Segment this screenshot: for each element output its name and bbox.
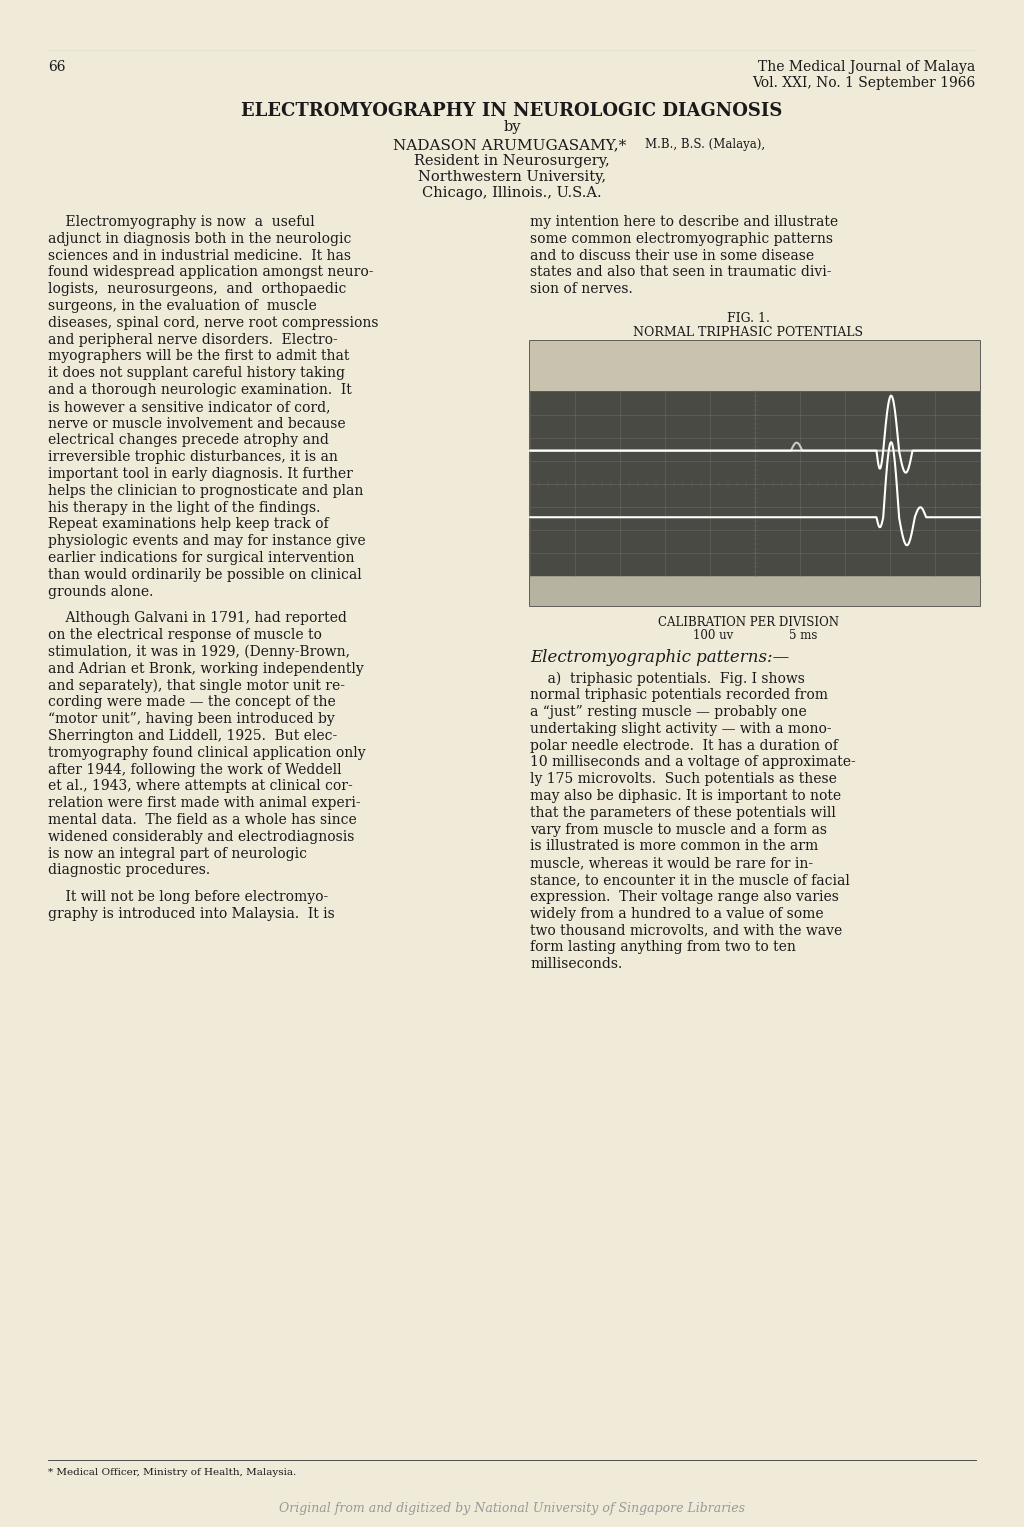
Text: NORMAL TRIPHASIC POTENTIALS: NORMAL TRIPHASIC POTENTIALS — [633, 327, 863, 339]
Text: physiologic events and may for instance give: physiologic events and may for instance … — [48, 534, 366, 548]
Text: * Medical Officer, Ministry of Health, Malaysia.: * Medical Officer, Ministry of Health, M… — [48, 1467, 296, 1477]
Text: a “just” resting muscle — probably one: a “just” resting muscle — probably one — [530, 705, 807, 719]
Text: Although Galvani in 1791, had reported: Although Galvani in 1791, had reported — [48, 611, 347, 626]
Text: form lasting anything from two to ten: form lasting anything from two to ten — [530, 941, 796, 954]
Text: The Medical Journal of Malaya: The Medical Journal of Malaya — [758, 60, 975, 73]
Text: electrical changes precede atrophy and: electrical changes precede atrophy and — [48, 434, 329, 447]
Text: logists,  neurosurgeons,  and  orthopaedic: logists, neurosurgeons, and orthopaedic — [48, 282, 346, 296]
Text: is however a sensitive indicator of cord,: is however a sensitive indicator of cord… — [48, 400, 331, 414]
Text: Northwestern University,: Northwestern University, — [418, 169, 606, 183]
Text: stimulation, it was in 1929, (Denny-Brown,: stimulation, it was in 1929, (Denny-Brow… — [48, 644, 350, 660]
Bar — [530, 342, 980, 606]
Text: “motor unit”, having been introduced by: “motor unit”, having been introduced by — [48, 712, 335, 727]
Text: 66: 66 — [48, 60, 66, 73]
Text: 5 ms: 5 ms — [788, 629, 817, 643]
Text: undertaking slight activity — with a mono-: undertaking slight activity — with a mon… — [530, 722, 831, 736]
Text: 10 milliseconds and a voltage of approximate-: 10 milliseconds and a voltage of approxi… — [530, 756, 856, 770]
Text: ELECTROMYOGRAPHY IN NEUROLOGIC DIAGNOSIS: ELECTROMYOGRAPHY IN NEUROLOGIC DIAGNOSIS — [242, 102, 782, 121]
Text: and separately), that single motor unit re-: and separately), that single motor unit … — [48, 678, 345, 693]
Text: and a thorough neurologic examination.  It: and a thorough neurologic examination. I… — [48, 383, 352, 397]
Text: two thousand microvolts, and with the wave: two thousand microvolts, and with the wa… — [530, 924, 843, 938]
Text: by: by — [503, 121, 521, 134]
Text: Electromyographic patterns:—: Electromyographic patterns:— — [530, 649, 790, 666]
Text: Original from and digitized by National University of Singapore Libraries: Original from and digitized by National … — [279, 1503, 745, 1515]
Text: Repeat examinations help keep track of: Repeat examinations help keep track of — [48, 518, 329, 531]
Text: a)  triphasic potentials.  Fig. I shows: a) triphasic potentials. Fig. I shows — [530, 672, 805, 686]
Bar — [530, 342, 980, 391]
Text: than would ordinarily be possible on clinical: than would ordinarily be possible on cli… — [48, 568, 361, 582]
Text: found widespread application amongst neuro-: found widespread application amongst neu… — [48, 266, 374, 279]
Text: my intention here to describe and illustrate: my intention here to describe and illust… — [530, 215, 838, 229]
Text: that the parameters of these potentials will: that the parameters of these potentials … — [530, 806, 836, 820]
Text: states and also that seen in traumatic divi-: states and also that seen in traumatic d… — [530, 266, 831, 279]
Text: Resident in Neurosurgery,: Resident in Neurosurgery, — [414, 154, 610, 168]
Text: relation were first made with animal experi-: relation were first made with animal exp… — [48, 796, 360, 811]
Text: and Adrian et Bronk, working independently: and Adrian et Bronk, working independent… — [48, 661, 364, 676]
Text: graphy is introduced into Malaysia.  It is: graphy is introduced into Malaysia. It i… — [48, 907, 335, 921]
Bar — [530, 576, 980, 606]
Text: is illustrated is more common in the arm: is illustrated is more common in the arm — [530, 840, 818, 854]
Text: is now an integral part of neurologic: is now an integral part of neurologic — [48, 846, 307, 861]
Text: muscle, whereas it would be rare for in-: muscle, whereas it would be rare for in- — [530, 857, 813, 870]
Text: and to discuss their use in some disease: and to discuss their use in some disease — [530, 249, 814, 263]
Text: FIG. 1.: FIG. 1. — [727, 313, 769, 325]
Text: helps the clinician to prognosticate and plan: helps the clinician to prognosticate and… — [48, 484, 364, 498]
Text: expression.  Their voltage range also varies: expression. Their voltage range also var… — [530, 890, 839, 904]
Text: diagnostic procedures.: diagnostic procedures. — [48, 863, 210, 878]
Text: sciences and in industrial medicine.  It has: sciences and in industrial medicine. It … — [48, 249, 351, 263]
Text: NADASON ARUMUGASAMY,*: NADASON ARUMUGASAMY,* — [393, 137, 631, 153]
Text: et al., 1943, where attempts at clinical cor-: et al., 1943, where attempts at clinical… — [48, 779, 352, 794]
Text: cording were made — the concept of the: cording were made — the concept of the — [48, 695, 336, 710]
Text: normal triphasic potentials recorded from: normal triphasic potentials recorded fro… — [530, 689, 828, 702]
Text: some common electromyographic patterns: some common electromyographic patterns — [530, 232, 833, 246]
Text: and peripheral nerve disorders.  Electro-: and peripheral nerve disorders. Electro- — [48, 333, 338, 347]
Text: nerve or muscle involvement and because: nerve or muscle involvement and because — [48, 417, 346, 431]
Text: 100 uv: 100 uv — [693, 629, 733, 643]
Text: Chicago, Illinois., U.S.A.: Chicago, Illinois., U.S.A. — [422, 186, 602, 200]
Text: mental data.  The field as a whole has since: mental data. The field as a whole has si… — [48, 812, 356, 828]
Text: CALIBRATION PER DIVISION: CALIBRATION PER DIVISION — [657, 617, 839, 629]
Text: earlier indications for surgical intervention: earlier indications for surgical interve… — [48, 551, 354, 565]
Text: widely from a hundred to a value of some: widely from a hundred to a value of some — [530, 907, 823, 921]
Text: Sherrington and Liddell, 1925.  But elec-: Sherrington and Liddell, 1925. But elec- — [48, 728, 337, 744]
Text: may also be diphasic. It is important to note: may also be diphasic. It is important to… — [530, 789, 841, 803]
Text: it does not supplant careful history taking: it does not supplant careful history tak… — [48, 366, 345, 380]
Text: surgeons, in the evaluation of  muscle: surgeons, in the evaluation of muscle — [48, 299, 316, 313]
Text: polar needle electrode.  It has a duration of: polar needle electrode. It has a duratio… — [530, 739, 838, 753]
Text: his therapy in the light of the findings.: his therapy in the light of the findings… — [48, 501, 321, 515]
Text: irreversible trophic disturbances, it is an: irreversible trophic disturbances, it is… — [48, 450, 338, 464]
Text: milliseconds.: milliseconds. — [530, 957, 623, 971]
Text: grounds alone.: grounds alone. — [48, 585, 154, 599]
Text: myographers will be the first to admit that: myographers will be the first to admit t… — [48, 350, 349, 363]
Text: Vol. XXI, No. 1 September 1966: Vol. XXI, No. 1 September 1966 — [752, 76, 975, 90]
Text: Electromyography is now  a  useful: Electromyography is now a useful — [48, 215, 314, 229]
Text: sion of nerves.: sion of nerves. — [530, 282, 633, 296]
Text: important tool in early diagnosis. It further: important tool in early diagnosis. It fu… — [48, 467, 353, 481]
Text: ly 175 microvolts.  Such potentials as these: ly 175 microvolts. Such potentials as th… — [530, 773, 837, 786]
Text: after 1944, following the work of Weddell: after 1944, following the work of Weddel… — [48, 762, 342, 777]
Text: stance, to encounter it in the muscle of facial: stance, to encounter it in the muscle of… — [530, 873, 850, 887]
Text: It will not be long before electromyo-: It will not be long before electromyo- — [48, 890, 329, 904]
Text: tromyography found clinical application only: tromyography found clinical application … — [48, 745, 366, 760]
Text: widened considerably and electrodiagnosis: widened considerably and electrodiagnosi… — [48, 829, 354, 844]
Text: diseases, spinal cord, nerve root compressions: diseases, spinal cord, nerve root compre… — [48, 316, 379, 330]
Text: vary from muscle to muscle and a form as: vary from muscle to muscle and a form as — [530, 823, 827, 837]
Text: adjunct in diagnosis both in the neurologic: adjunct in diagnosis both in the neurolo… — [48, 232, 351, 246]
Text: on the electrical response of muscle to: on the electrical response of muscle to — [48, 628, 322, 643]
Text: M.B., B.S. (Malaya),: M.B., B.S. (Malaya), — [645, 137, 765, 151]
